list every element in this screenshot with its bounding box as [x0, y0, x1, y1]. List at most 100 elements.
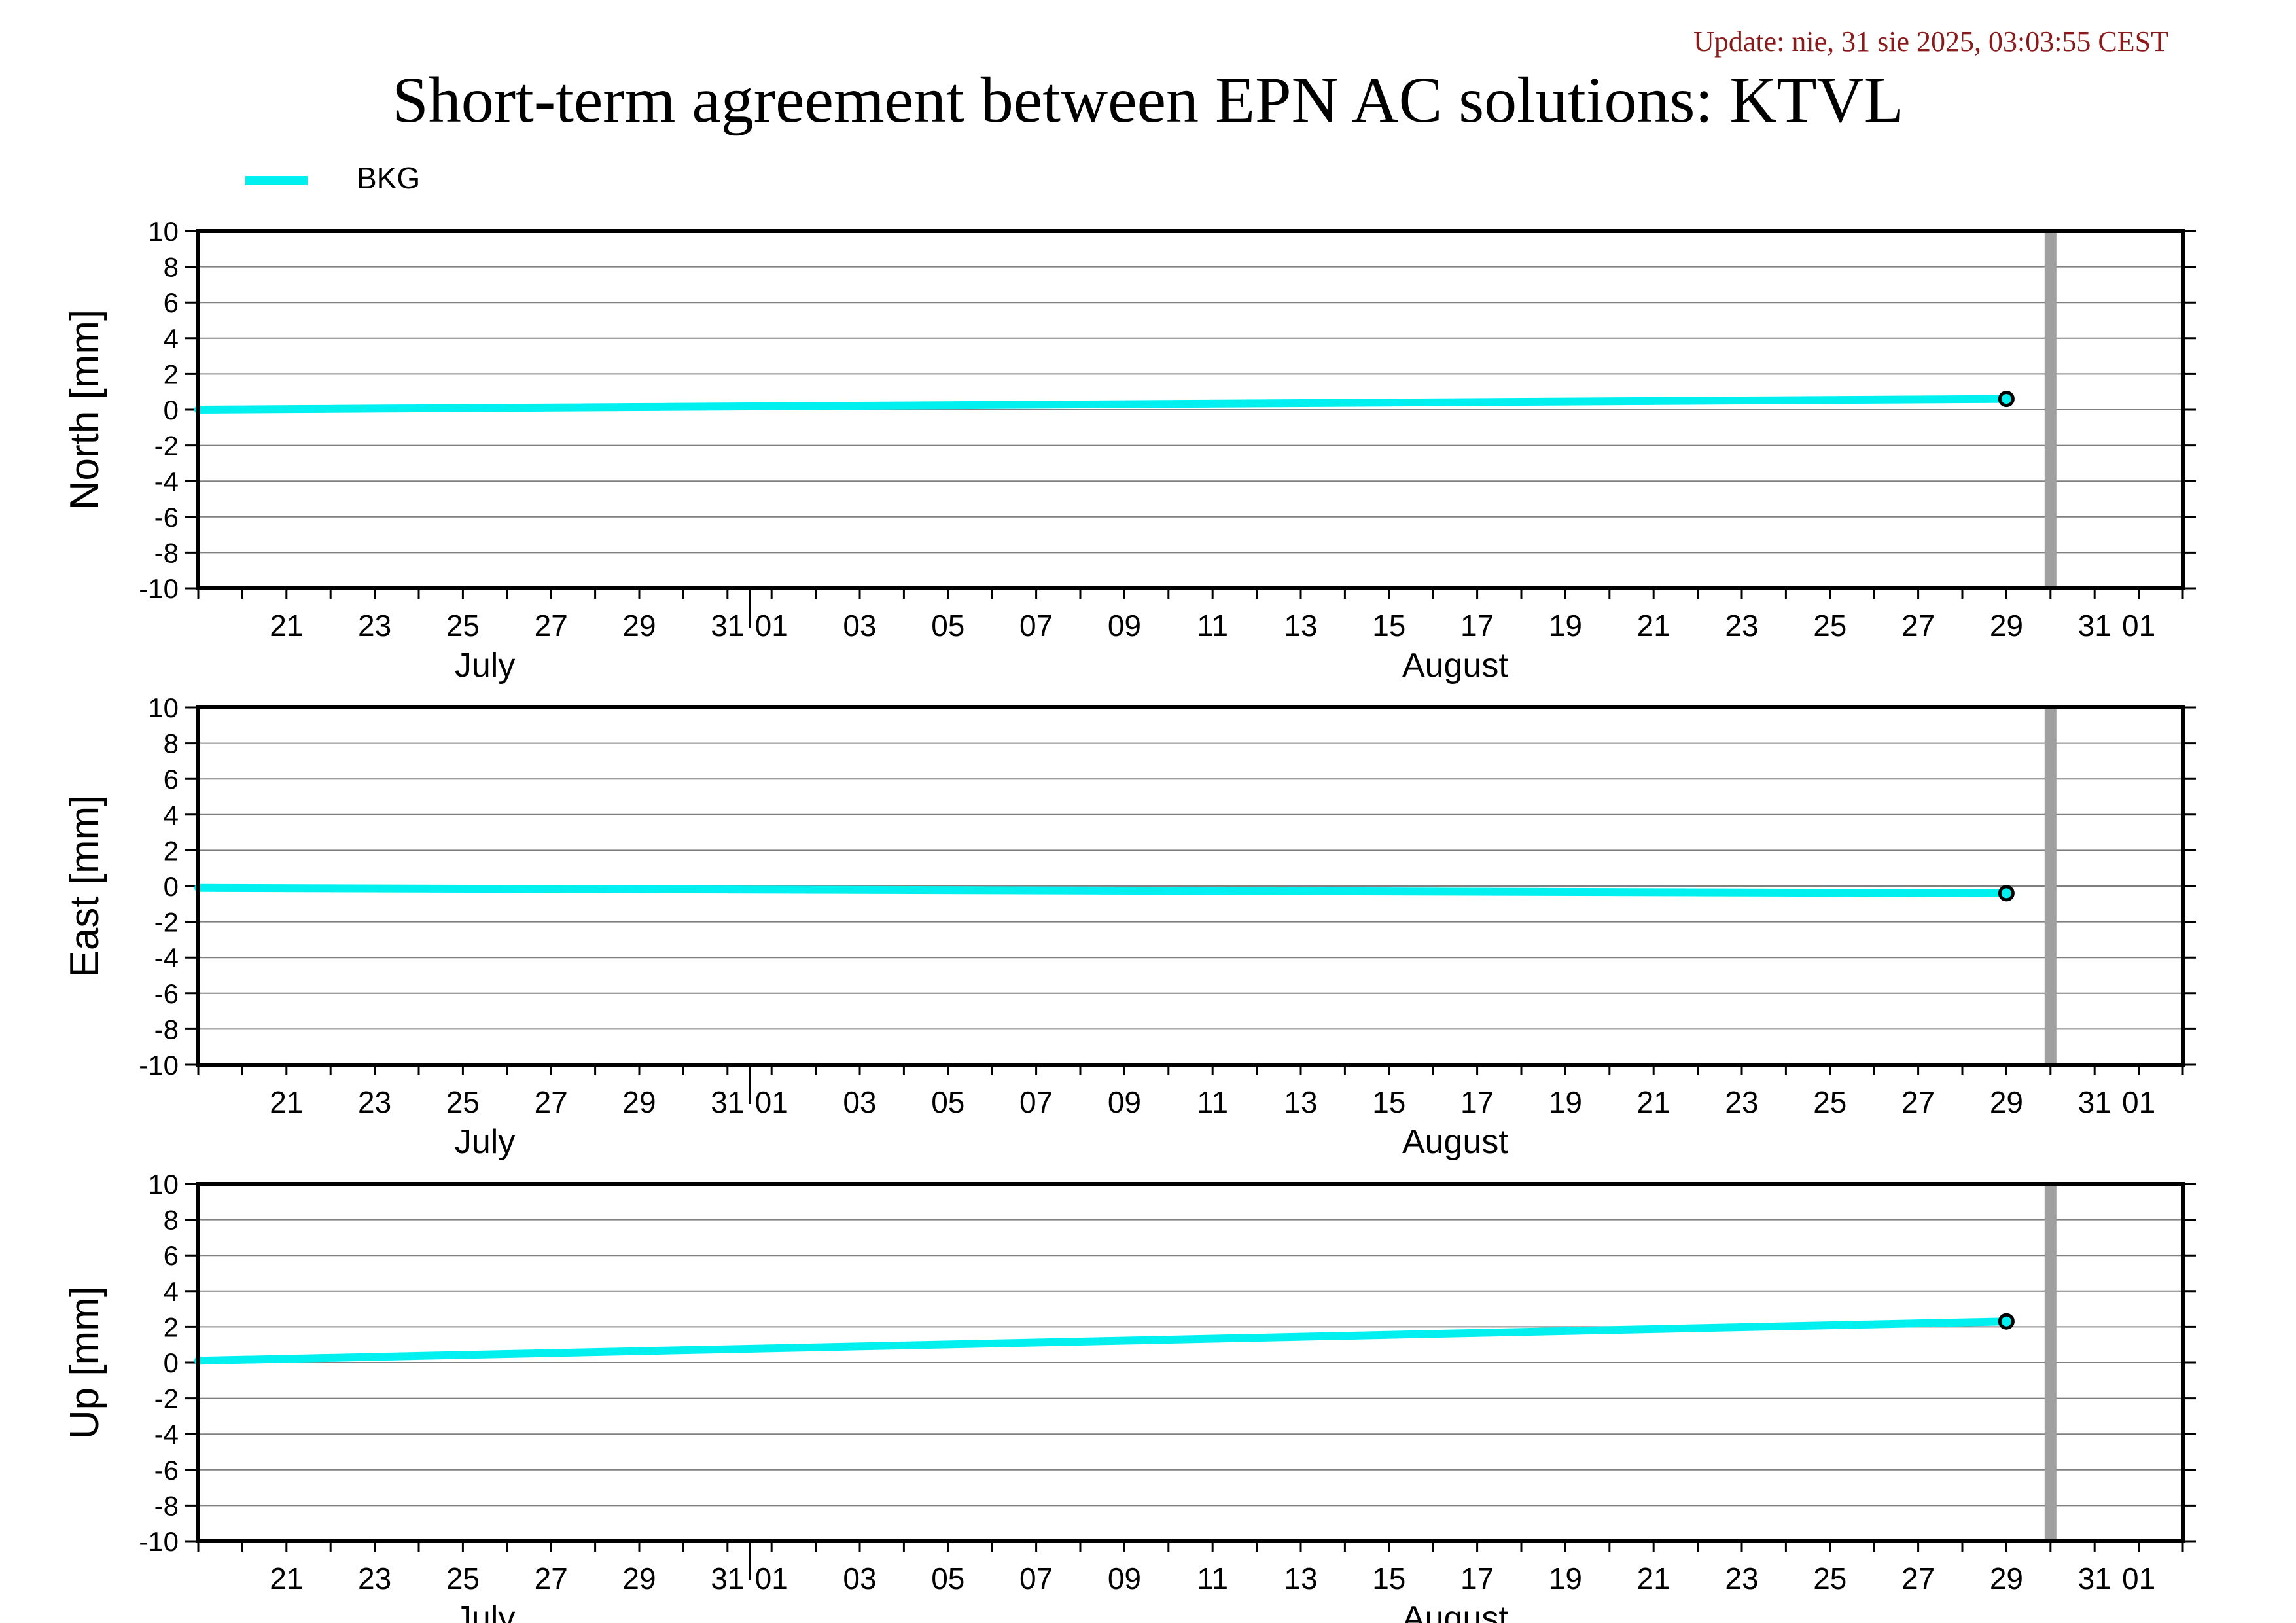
x-tick-label: 23 [358, 609, 391, 643]
y-axis-label: East [mm] [62, 794, 107, 977]
series-last-point [1998, 391, 2015, 408]
series-line-bkg [194, 395, 2011, 414]
y-tick-label: 0 [164, 1347, 179, 1378]
month-label: July [455, 1123, 515, 1161]
x-tick-label: 21 [1637, 609, 1670, 643]
y-tick-label: -6 [154, 502, 179, 533]
x-tick-label: 21 [270, 609, 303, 643]
x-tick-label: 21 [270, 1085, 303, 1119]
x-tick-label: 31 [711, 1085, 744, 1119]
y-tick-label: -2 [154, 907, 179, 938]
x-tick-label: 27 [535, 1085, 568, 1119]
x-tick-label: 01 [2122, 1561, 2155, 1596]
x-tick-label: 25 [446, 1085, 480, 1119]
x-tick-label: 11 [1197, 1561, 1228, 1596]
x-tick-label: 31 [2078, 1561, 2111, 1596]
x-tick-label: 23 [1725, 1561, 1758, 1596]
y-tick-label: 10 [148, 1169, 179, 1200]
x-tick-label: 27 [1901, 1085, 1935, 1119]
y-tick-label: -2 [154, 1383, 179, 1414]
y-tick-label: 4 [164, 1276, 179, 1307]
x-tick-label: 29 [1990, 609, 2023, 643]
today-marker-bar [2044, 231, 2057, 588]
x-tick-label: 23 [1725, 609, 1758, 643]
x-tick-label: 05 [931, 609, 964, 643]
y-tick-label: 0 [164, 395, 179, 425]
x-tick-label: 09 [1108, 1561, 1141, 1596]
y-tick-label: 0 [164, 871, 179, 902]
x-tick-label: 03 [843, 1561, 876, 1596]
x-tick-label: 23 [358, 1085, 391, 1119]
x-tick-label: 19 [1549, 1085, 1582, 1119]
y-tick-label: 8 [164, 1205, 179, 1236]
x-tick-label: 29 [622, 609, 656, 643]
x-tick-label: 01 [755, 1561, 788, 1596]
x-tick-label: 15 [1372, 1561, 1405, 1596]
x-tick-label: 27 [535, 1561, 568, 1596]
x-tick-label: 25 [446, 609, 480, 643]
y-tick-label: -10 [139, 1050, 179, 1080]
x-tick-label: 07 [1019, 1561, 1053, 1596]
x-tick-label: 17 [1460, 609, 1494, 643]
x-tick-label: 31 [711, 1561, 744, 1596]
x-tick-label: 29 [1990, 1085, 2023, 1119]
y-tick-label: -4 [154, 1419, 179, 1450]
x-tick-label: 15 [1372, 609, 1405, 643]
x-tick-label: 25 [1813, 609, 1846, 643]
x-tick-label: 25 [1813, 1085, 1846, 1119]
x-tick-label: 09 [1108, 1085, 1141, 1119]
y-tick-label: -10 [139, 1526, 179, 1557]
x-tick-label: 01 [755, 1085, 788, 1119]
x-tick-label: 03 [843, 1085, 876, 1119]
month-label: August [1402, 647, 1508, 685]
y-tick-label: 6 [164, 1240, 179, 1271]
x-tick-label: 15 [1372, 1085, 1405, 1119]
x-tick-label: 19 [1549, 1561, 1582, 1596]
y-tick-label: -10 [139, 573, 179, 604]
x-tick-label: 27 [1901, 609, 1935, 643]
x-tick-label: 07 [1019, 609, 1053, 643]
month-label: July [455, 1599, 515, 1623]
x-tick-label: 25 [446, 1561, 480, 1596]
y-tick-label: 4 [164, 800, 179, 830]
y-tick-label: 10 [148, 216, 179, 247]
x-tick-label: 07 [1019, 1085, 1053, 1119]
y-tick-label: -6 [154, 978, 179, 1009]
x-tick-label: 05 [931, 1561, 964, 1596]
x-tick-label: 19 [1549, 609, 1582, 643]
y-tick-label: 2 [164, 1311, 179, 1342]
x-tick-label: 13 [1284, 1561, 1317, 1596]
x-tick-label: 31 [2078, 609, 2111, 643]
today-marker-bar [2044, 707, 2057, 1065]
plot-frame [196, 705, 2185, 1067]
x-tick-label: 25 [1813, 1561, 1846, 1596]
y-tick-label: -4 [154, 466, 179, 497]
chart-title: Short-term agreement between EPN AC solu… [392, 63, 1904, 136]
y-tick-label: -4 [154, 942, 179, 973]
y-tick-label: 2 [164, 359, 179, 389]
y-tick-label: -8 [154, 537, 179, 568]
series-line-bkg [194, 1317, 2011, 1365]
x-tick-label: 23 [358, 1561, 391, 1596]
plot-frame [196, 229, 2185, 590]
month-label: July [455, 647, 515, 685]
update-timestamp: Update: nie, 31 sie 2025, 03:03:55 CEST [1693, 26, 2168, 58]
x-tick-label: 11 [1197, 609, 1228, 643]
y-axis-label: Up [mm] [62, 1286, 107, 1439]
x-tick-label: 27 [535, 609, 568, 643]
y-tick-label: -6 [154, 1455, 179, 1486]
series-last-point [1998, 1313, 2015, 1330]
x-tick-label: 21 [270, 1561, 303, 1596]
series-last-point [1998, 885, 2015, 902]
x-tick-label: 31 [2078, 1085, 2111, 1119]
x-tick-label: 17 [1460, 1561, 1494, 1596]
x-tick-label: 13 [1284, 1085, 1317, 1119]
x-tick-label: 01 [2122, 609, 2155, 643]
x-tick-label: 09 [1108, 609, 1141, 643]
x-tick-label: 29 [622, 1085, 656, 1119]
x-tick-label: 01 [2122, 1085, 2155, 1119]
y-tick-label: 10 [148, 692, 179, 723]
x-tick-label: 03 [843, 609, 876, 643]
